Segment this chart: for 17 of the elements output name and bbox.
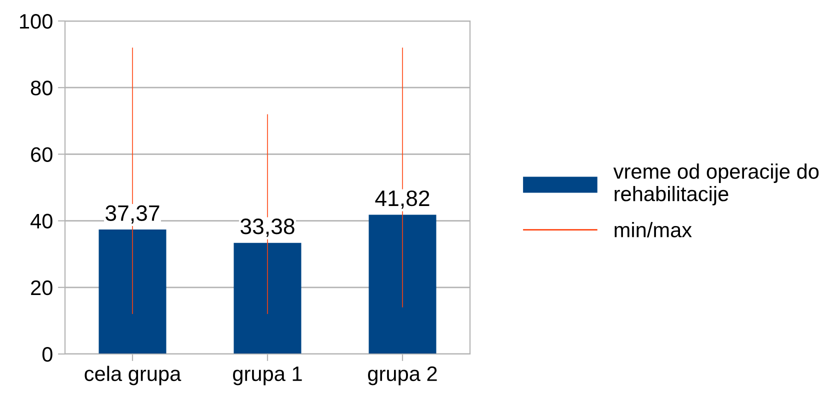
bar [368,214,436,354]
y-tick-label: 20 [31,280,52,296]
y-tick-label: 100 [20,14,52,29]
y-tick-label: 80 [30,80,52,96]
data-label: 37,37 [106,205,160,224]
x-tick-label: grupa 2 [368,366,437,386]
bar [98,230,166,354]
x-tick-label: cela grupa [84,366,182,386]
bar [234,242,302,354]
legend-label: vreme od operacije do rehabilitacije [613,164,819,206]
y-tick-label: 60 [31,147,52,162]
legend-label: min/max [614,222,692,238]
data-label: 33,38 [240,218,294,237]
data-label: 41,82 [375,190,430,209]
x-tick-label: grupa 1 [233,366,302,386]
y-tick-label: 0 [42,347,52,362]
y-tick-label: 40 [30,214,52,229]
